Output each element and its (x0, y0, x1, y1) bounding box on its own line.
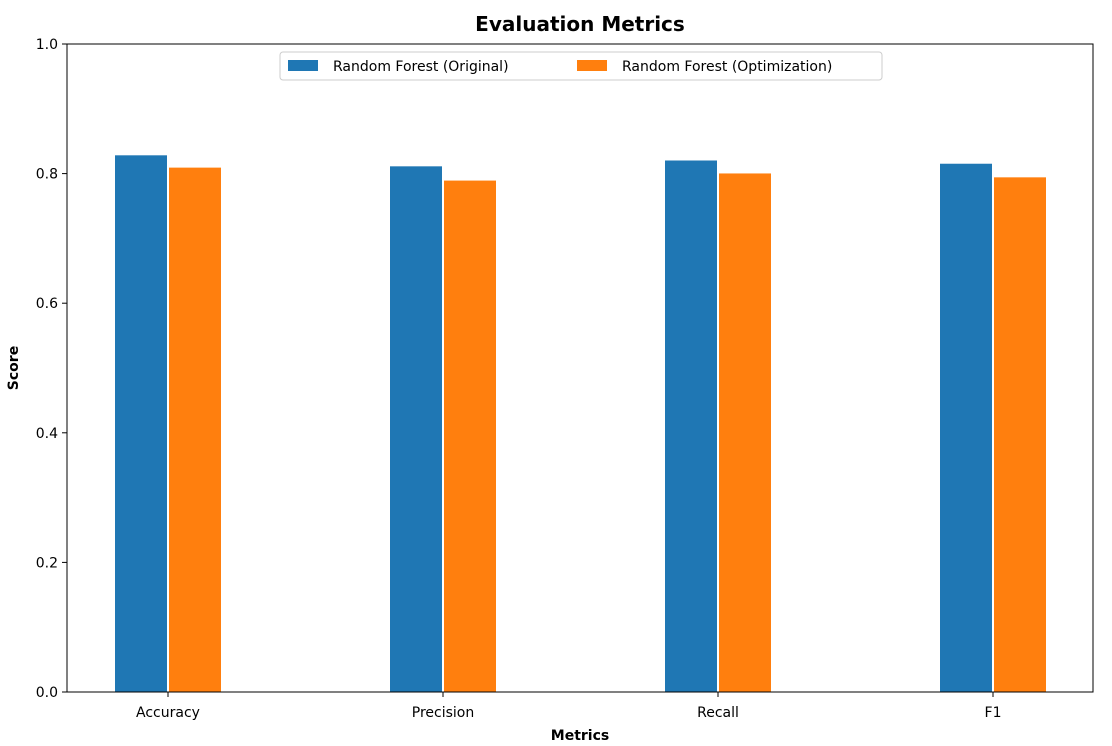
plot-area (66, 43, 1094, 693)
x-tick-label-recall: Recall (697, 705, 739, 721)
y-tick-label: 1.0 (36, 37, 58, 53)
y-tick-label: 0.4 (36, 426, 58, 442)
bar-precision-optimization (443, 179, 497, 693)
chart-title: Evaluation Metrics (475, 12, 685, 36)
y-axis: 0.0 0.2 0.4 0.6 0.8 1.0 (36, 37, 67, 701)
x-axis-label: Metrics (551, 728, 609, 744)
legend-swatch-optimization (577, 60, 607, 71)
bar-f1-original (939, 162, 993, 693)
y-tick-label: 0.8 (36, 167, 58, 183)
legend-swatch-original (288, 60, 318, 71)
bar-precision-original (389, 165, 443, 693)
legend: Random Forest (Original) Random Forest (… (279, 51, 883, 81)
bar-recall-optimization (718, 172, 772, 693)
x-tick-label-accuracy: Accuracy (136, 705, 200, 721)
bar-accuracy-optimization (168, 166, 222, 693)
bar-accuracy-original (114, 154, 168, 693)
legend-label-optimization: Random Forest (Optimization) (622, 59, 832, 75)
y-tick-label: 0.2 (36, 555, 58, 571)
legend-label-original: Random Forest (Original) (333, 59, 509, 75)
bar-f1-optimization (993, 176, 1047, 693)
bar-recall-original (664, 159, 718, 693)
x-axis: Accuracy Precision Recall F1 (136, 692, 1001, 721)
y-axis-label: Score (6, 346, 22, 390)
x-tick-label-f1: F1 (985, 705, 1002, 721)
y-tick-label: 0.0 (36, 685, 58, 701)
plot-frame (66, 43, 1094, 693)
x-tick-label-precision: Precision (412, 705, 474, 721)
bars-group (114, 154, 1047, 693)
y-tick-label: 0.6 (36, 296, 58, 312)
